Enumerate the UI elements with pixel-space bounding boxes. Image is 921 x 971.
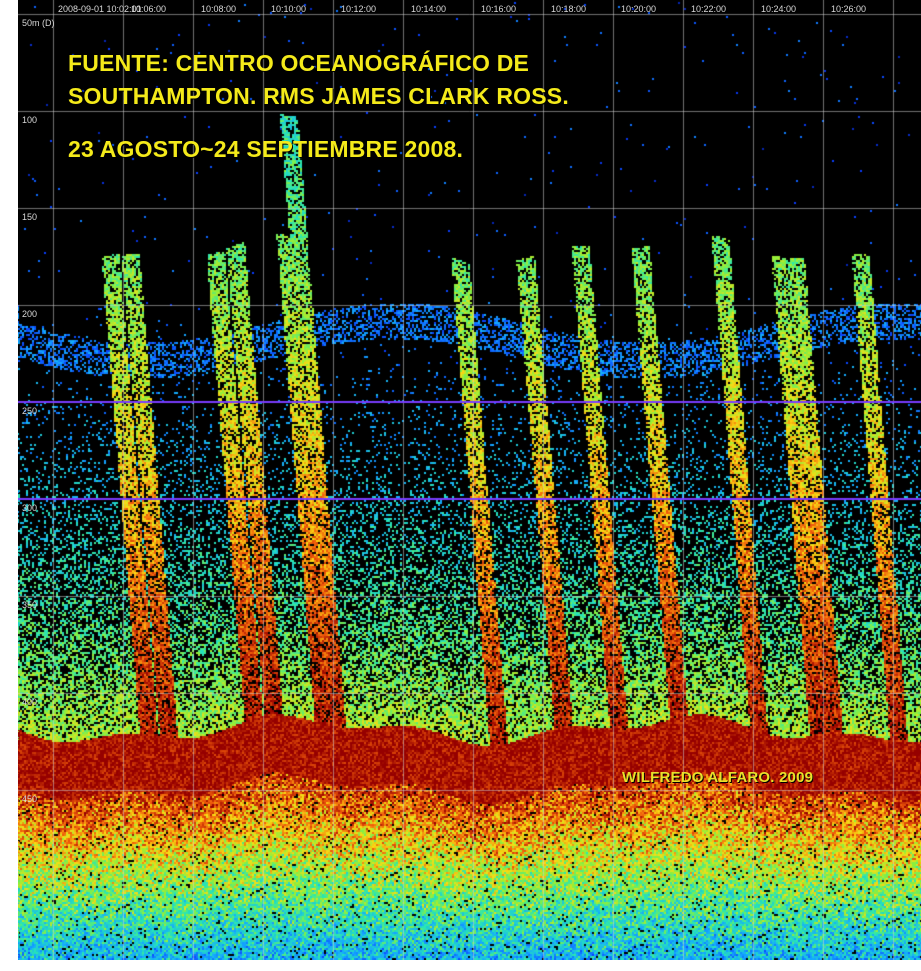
y-tick-label: 400 — [22, 697, 38, 707]
x-tick-label: 10:14:00 — [411, 4, 447, 14]
author-credit: WILFREDO ALFARO. 2009 — [622, 769, 814, 786]
x-tick-label: 10:20:00 — [621, 4, 657, 14]
y-tick-label: 300 — [22, 503, 38, 513]
x-tick-label: 10:18:00 — [551, 4, 587, 14]
x-tick-label: 10:16:00 — [481, 4, 517, 14]
x-tick-label: 10:24:00 — [761, 4, 797, 14]
echogram-frame: 2008-09-01 10:02:01 10:06:00 10:08:00 10:10… — [18, 0, 921, 960]
date-range-caption: 23 AGOSTO~24 SEPTIEMBRE 2008. — [68, 136, 464, 162]
x-tick-label: 10:10:00 — [271, 4, 307, 14]
y-tick-label: 250 — [22, 406, 38, 416]
x-tick-label: 10:26:00 — [831, 4, 867, 14]
x-tick-label: 10:12:00 — [341, 4, 377, 14]
y-tick-label: 100 — [22, 115, 38, 125]
source-caption-line-2: SOUTHAMPTON. RMS JAMES CLARK ROSS. — [68, 83, 569, 109]
y-tick-label: 450 — [22, 794, 38, 804]
source-caption-line-1: FUENTE: CENTRO OCEANOGRÁFICO DE — [68, 50, 530, 76]
y-tick-label: 50m (D) — [22, 18, 55, 28]
y-tick-label: 350 — [22, 600, 38, 610]
x-tick-label: 2008-09-01 10:02:01 — [58, 4, 142, 14]
x-tick-label: 10:06:00 — [131, 4, 167, 14]
x-tick-label: 10:08:00 — [201, 4, 237, 14]
y-tick-label: 200 — [22, 309, 38, 319]
y-tick-label: 150 — [22, 212, 38, 222]
x-tick-label: 10:22:00 — [691, 4, 727, 14]
echogram-canvas — [18, 0, 921, 960]
